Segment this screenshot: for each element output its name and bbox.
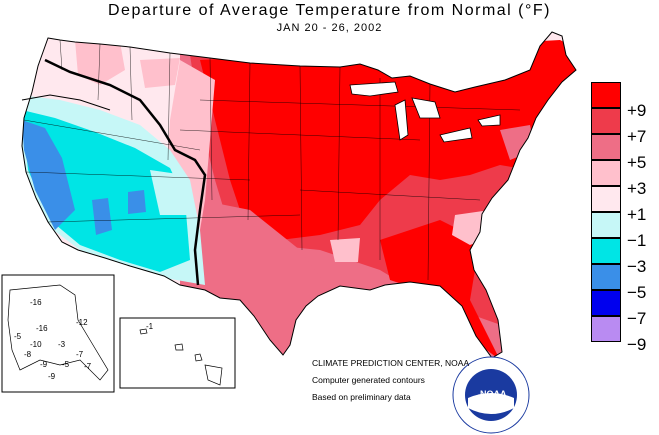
legend-swatch — [591, 316, 621, 342]
legend-label: −3 — [627, 257, 647, 276]
credit-line1: Computer generated contours — [312, 375, 425, 385]
legend-label: −7 — [627, 309, 647, 328]
hawaii-label: -1 — [146, 322, 154, 331]
legend-label: +9 — [627, 101, 647, 120]
alaska-label: -16 — [36, 324, 48, 333]
legend-swatch — [591, 290, 621, 316]
hawaii-inset — [119, 317, 236, 389]
legend-label: −5 — [627, 283, 647, 302]
credit-center: CLIMATE PREDICTION CENTER, NOAA — [312, 358, 470, 368]
alaska-label: -7 — [84, 362, 92, 371]
legend-swatch — [591, 186, 621, 212]
noaa-logo-text: NOAA — [480, 389, 507, 399]
alaska-label: -3 — [58, 340, 66, 349]
legend-label: +7 — [627, 127, 647, 146]
legend-label: +1 — [627, 205, 647, 224]
legend-swatch — [591, 134, 621, 160]
map-subtitle: JAN 20 - 26, 2002 — [276, 22, 383, 34]
noaa-logo — [452, 356, 530, 434]
alaska-label: -9 — [40, 360, 48, 369]
legend-label: −9 — [627, 335, 647, 354]
legend-label: +3 — [627, 179, 647, 198]
alaska-label: -16 — [30, 298, 42, 307]
alaska-label: -10 — [30, 340, 42, 349]
alaska-label: -7 — [76, 350, 84, 359]
legend-swatch — [591, 160, 621, 186]
alaska-label: -5 — [14, 332, 22, 341]
great-lakes — [349, 81, 501, 143]
legend-label: −1 — [627, 231, 647, 250]
legend-swatch — [591, 108, 621, 134]
alaska-label: -5 — [62, 360, 70, 369]
legend-swatch — [591, 238, 621, 264]
legend-swatch — [591, 212, 621, 238]
borders — [21, 31, 577, 359]
legend-swatch — [591, 264, 621, 290]
legend-swatch — [591, 82, 621, 108]
legend-label: +5 — [627, 153, 647, 172]
alaska-label: -9 — [48, 372, 56, 381]
alaska-inset — [1, 274, 115, 393]
map-title: Departure of Average Temperature from No… — [107, 2, 551, 19]
alaska-label: -12 — [76, 318, 88, 327]
credit-line2: Based on preliminary data — [312, 392, 411, 402]
alaska-label: -8 — [24, 350, 32, 359]
